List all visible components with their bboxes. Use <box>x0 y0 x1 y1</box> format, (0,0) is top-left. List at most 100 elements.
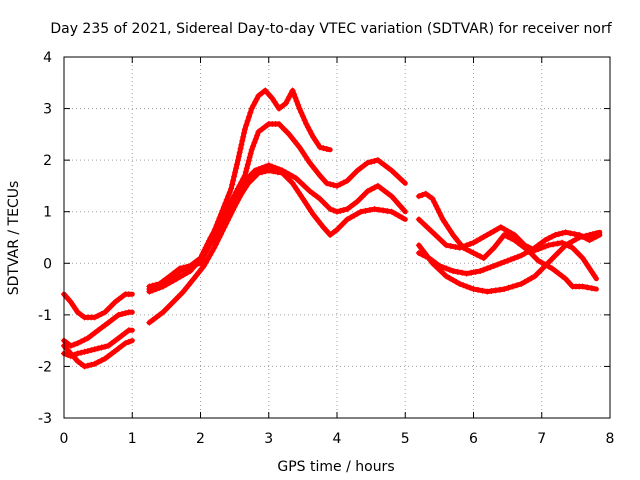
data-point <box>173 268 180 274</box>
data-point <box>207 252 214 258</box>
data-point <box>559 230 566 237</box>
data-point <box>279 170 286 176</box>
data-point <box>394 199 401 206</box>
data-point <box>180 288 187 295</box>
data-point <box>202 248 209 255</box>
data-point <box>463 283 470 290</box>
data-point <box>301 182 308 189</box>
data-point <box>438 213 445 219</box>
data-point <box>214 237 221 244</box>
data-point <box>467 248 474 255</box>
data-point <box>240 175 247 182</box>
data-point <box>247 109 254 116</box>
data-point <box>396 175 403 182</box>
data-point <box>357 195 363 202</box>
data-point <box>429 195 436 202</box>
data-point <box>251 139 258 146</box>
data-point <box>521 279 528 285</box>
data-point <box>108 350 115 357</box>
data-point <box>194 261 201 268</box>
data-point <box>193 272 200 279</box>
data-point <box>241 126 248 133</box>
data-point <box>525 277 532 283</box>
data-point <box>422 253 429 260</box>
data-point <box>327 181 334 188</box>
data-point <box>229 195 236 202</box>
data-point <box>579 255 586 262</box>
data-point <box>588 268 595 275</box>
data-point <box>429 229 436 236</box>
data-point <box>545 235 552 242</box>
data-point <box>243 183 249 190</box>
data-point <box>88 347 95 354</box>
data-point <box>454 268 461 275</box>
data-point <box>459 269 466 276</box>
data-point <box>392 210 398 217</box>
data-point <box>475 286 482 293</box>
data-point <box>314 169 321 176</box>
data-point <box>281 126 288 133</box>
data-point <box>467 240 474 247</box>
data-point <box>156 280 163 287</box>
data-point <box>298 180 305 187</box>
data-point <box>207 237 214 244</box>
data-point <box>501 231 508 238</box>
data-point <box>295 102 302 108</box>
data-point <box>125 309 132 316</box>
data-point <box>250 102 257 109</box>
data-point <box>566 240 573 247</box>
data-point <box>204 244 211 251</box>
data-point <box>431 199 438 206</box>
data-point <box>235 197 241 204</box>
data-point <box>78 311 85 318</box>
data-point <box>98 324 105 331</box>
data-point <box>504 257 511 264</box>
data-point <box>271 98 278 105</box>
data-point <box>248 146 255 153</box>
data-point <box>234 161 241 168</box>
data-point <box>64 340 71 347</box>
data-point <box>426 193 433 200</box>
data-point <box>255 92 262 99</box>
data-point <box>205 255 211 262</box>
data-point <box>180 264 187 271</box>
data-point <box>381 188 388 195</box>
data-point <box>337 207 344 214</box>
y-tick-label: -1 <box>38 308 52 324</box>
data-point <box>450 268 456 274</box>
x-tick-label: 6 <box>469 431 478 447</box>
data-point <box>187 268 194 274</box>
data-point <box>312 137 319 144</box>
data-point <box>340 179 347 186</box>
data-point <box>218 211 224 218</box>
data-point <box>518 242 525 249</box>
data-point <box>212 226 219 232</box>
data-point <box>265 162 272 169</box>
data-point <box>497 224 504 231</box>
data-point <box>163 275 170 282</box>
data-point <box>588 285 595 292</box>
data-point <box>292 94 299 101</box>
data-point <box>433 202 439 209</box>
data-point <box>115 311 122 318</box>
data-point <box>302 153 309 160</box>
data-point <box>170 299 177 305</box>
data-point <box>74 350 81 357</box>
data-point <box>491 244 497 251</box>
data-point <box>484 288 491 295</box>
data-point <box>209 248 216 255</box>
data-point <box>190 262 197 268</box>
data-point <box>301 198 308 205</box>
data-point <box>441 219 448 226</box>
data-point <box>224 217 231 224</box>
data-point <box>226 189 233 196</box>
data-point <box>557 247 564 254</box>
data-point <box>347 214 354 221</box>
data-point <box>433 260 439 267</box>
data-point <box>589 235 596 242</box>
data-point <box>491 228 497 235</box>
data-point <box>289 173 296 180</box>
data-point <box>388 193 395 200</box>
data-point <box>501 286 508 293</box>
data-point <box>362 207 369 214</box>
